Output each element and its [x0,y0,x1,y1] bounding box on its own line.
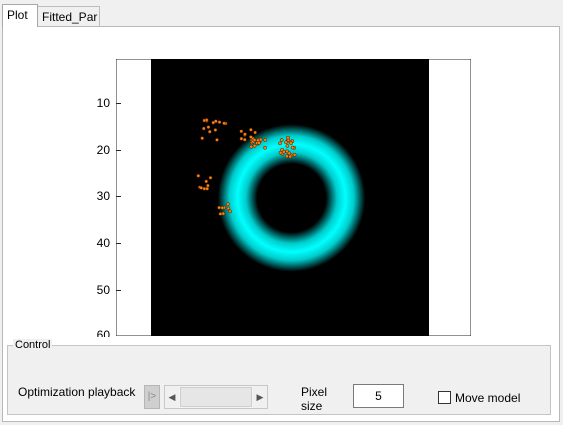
localization-point [286,135,290,140]
y-tick-label: 50 [96,283,110,297]
move-model-label: Move model [455,391,521,405]
playback-slider[interactable]: ◀ ▶ [164,385,268,409]
localization-point [211,120,216,125]
y-tick-label: 10 [96,96,110,110]
tab-fitted-par[interactable]: Fitted_Par [37,6,100,26]
pixel-size-label-line1: Pixel [301,385,328,399]
localization-point [215,138,219,142]
ring-model [215,122,368,274]
localization-point [281,150,286,154]
y-tick-label: 20 [96,143,110,157]
localization-point [258,137,263,142]
localization-point [213,128,218,132]
y-tick-label: 30 [96,189,110,203]
localization-point [290,145,295,150]
localization-point [285,144,290,148]
control-panel [7,345,551,415]
localization-point [217,205,221,210]
localization-point [279,138,284,142]
localization-point [252,138,257,142]
localization-point [199,186,204,190]
localization-point [263,138,268,142]
localization-point [249,135,253,139]
y-tick-label: 60 [96,329,110,337]
localization-point [226,202,230,207]
pixel-size-label-line2: size [301,399,323,413]
localization-point [257,141,261,145]
localization-points [196,118,297,216]
localization-point [226,206,231,211]
localization-point [220,206,225,210]
tab-plot-label: Plot [7,8,28,22]
control-title: Control [13,339,53,351]
localization-point [249,144,254,149]
slider-thumb[interactable] [180,387,252,407]
localization-point [252,143,257,148]
localization-point [253,130,257,135]
localization-point [228,209,232,214]
localization-point [218,212,223,216]
localization-point [278,141,282,146]
play-button[interactable]: |> [144,385,160,409]
localization-point [200,136,205,141]
localization-point [285,154,289,159]
y-tick-label: 40 [96,236,110,250]
tab-fitted-par-label: Fitted_Par [42,10,98,24]
localization-point [206,125,211,129]
localization-point [239,129,244,134]
localization-point [278,150,283,155]
localization-point [239,136,244,141]
localization-point [242,137,247,142]
localization-point [249,127,253,132]
localization-point [292,152,297,157]
localization-point [285,149,289,154]
pixel-size-input[interactable] [353,384,404,408]
localization-point [288,154,292,159]
playback-label: Optimization playback [18,385,136,399]
tab-plot[interactable]: Plot [2,4,38,27]
localization-point [207,129,212,134]
localization-point [196,173,201,178]
localization-point [284,140,288,145]
localization-point [201,126,206,131]
localization-point [204,118,209,122]
slider-left-arrow-icon[interactable]: ◀ [165,386,179,408]
slider-right-arrow-icon[interactable]: ▶ [253,386,267,408]
localization-point [208,175,213,180]
localization-point [206,183,210,188]
move-model-checkbox[interactable] [438,391,451,404]
localization-point [205,186,210,191]
image-plot[interactable] [116,59,471,336]
localization-point [204,179,209,184]
localization-point [217,120,222,124]
localization-point [289,141,293,146]
localization-point [222,121,226,126]
localization-point [243,132,247,137]
localization-point [263,145,267,150]
